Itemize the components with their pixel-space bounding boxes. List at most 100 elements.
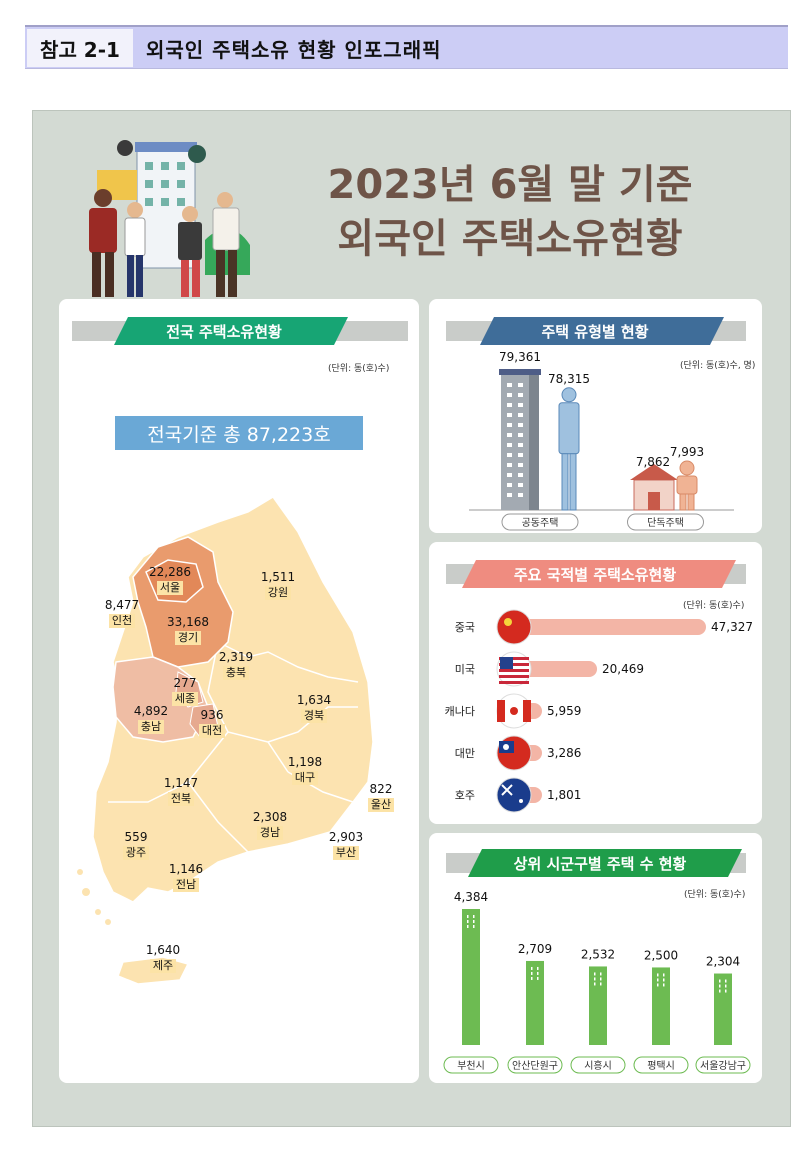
map-region-value: 1,511 [260, 570, 296, 584]
apartment-bar [499, 369, 541, 510]
district-category-label: 부천시 [457, 1060, 485, 1072]
housing-category-label: 단독주택 [647, 517, 684, 529]
district-category-label: 평택시 [647, 1060, 675, 1072]
main-title: 2023년 6월 말 기준 외국인 주택소유현황 [250, 158, 770, 266]
nationality-bar [514, 619, 706, 635]
housing-person-label: 7,993 [670, 445, 704, 459]
map-region-value: 1,146 [168, 862, 204, 876]
map-region-경기: 33,168 경기 [158, 615, 218, 645]
map-region-name: 경기 [174, 631, 202, 645]
header-title: 외국인 주택소유 현황 인포그래픽 [146, 37, 442, 62]
district-value: 2,709 [518, 942, 552, 956]
district-category-pill [633, 1056, 689, 1074]
housing-ribbon-shape [446, 317, 746, 345]
district-chart: 4,384 부천시 2,709 안산단원구 2,532 시흥시 2,500 평택시 2,304 서… [443, 890, 751, 1074]
flag-icon [496, 693, 532, 729]
district-unit: (단위: 동(호)수) [684, 890, 746, 900]
map-region-value: 8,477 [104, 598, 140, 612]
national-ribbon-shape [72, 317, 408, 345]
district-value: 2,532 [581, 947, 615, 961]
map-region-value: 559 [124, 830, 148, 844]
nationality-card [429, 542, 762, 824]
map-region-value: 1,640 [145, 943, 181, 957]
map-region-value: 1,634 [296, 693, 332, 707]
housing-bar-label: 79,361 [499, 350, 541, 364]
map-region-강원: 1,511 강원 [248, 570, 308, 600]
nationality-unit: (단위: 동(호)수) [683, 601, 745, 611]
map-region-전북: 1,147 전북 [151, 776, 211, 806]
nationality-ribbon-title: 주요 국적별 주택소유현황 [513, 565, 677, 584]
map-region-경북: 1,634 경북 [284, 693, 344, 723]
district-bar [526, 960, 544, 1045]
map-region-경남: 2,308 경남 [240, 810, 300, 840]
district-ribbon-title: 상위 시군구별 주택 수 현황 [513, 854, 687, 873]
nationality-label: 중국 [455, 621, 475, 634]
district-category-pill [507, 1056, 563, 1074]
district-category-pill [443, 1056, 499, 1074]
map-region-name: 전북 [167, 792, 195, 806]
map-region-name: 제주 [149, 959, 177, 973]
map-region-value: 2,319 [218, 650, 254, 664]
national-ribbon-title: 전국 주택소유현황 [166, 322, 282, 341]
map-region-제주: 1,640 제주 [133, 943, 193, 973]
nationality-bar [514, 661, 598, 677]
map-region-value: 822 [369, 782, 393, 796]
map-region-name: 서울 [156, 581, 184, 595]
map-region-대전: 936 대전 [182, 708, 242, 738]
header-bar [25, 25, 788, 69]
flag-icon [496, 777, 532, 813]
person-bar-0 [558, 387, 580, 511]
nationality-value: 5,959 [547, 704, 581, 718]
district-category-pill [695, 1056, 751, 1074]
map-region-name: 대전 [198, 724, 226, 738]
map-region-대구: 1,198 대구 [275, 755, 335, 785]
map-region-value: 1,198 [287, 755, 323, 769]
map-region-세종: 277 세종 [155, 676, 215, 706]
housing-bar-label: 7,862 [636, 455, 670, 469]
map-region-name: 인천 [108, 614, 136, 628]
main-title-line2: 외국인 주택소유현황 [337, 216, 683, 262]
detached-house-bar [630, 464, 678, 511]
map-region-name: 경남 [256, 826, 284, 840]
map-region-충남: 4,892 충남 [121, 704, 181, 734]
nationality-label: 캐나다 [445, 705, 475, 718]
flag-icon [496, 609, 532, 645]
map-region-전남: 1,146 전남 [156, 862, 216, 892]
nationality-chart: 중국 47,327 미국 20,469 캐나다 5,959 대만 3,286 호주 1,801 [445, 609, 753, 813]
map-region-부산: 2,903 부산 [316, 830, 376, 860]
header-tag: 참고 2-1 [27, 29, 133, 67]
nationality-value: 3,286 [547, 746, 581, 760]
district-value: 4,384 [454, 890, 488, 904]
district-value: 2,500 [644, 948, 678, 962]
district-category-label: 시흥시 [584, 1059, 612, 1072]
map-region-인천: 8,477 인천 [92, 598, 152, 628]
nationality-ribbon-shape [446, 560, 746, 588]
map-region-name: 충남 [137, 720, 165, 734]
housing-category-pill [501, 513, 579, 531]
housing-unit: (단위: 동(호)수, 명) [680, 361, 756, 371]
national-total-badge: 전국기준 총 87,223호 [115, 416, 363, 450]
map-region-value: 33,168 [167, 615, 209, 629]
map-region-광주: 559 광주 [106, 830, 166, 860]
housing-category-pill [627, 513, 704, 531]
nationality-label: 대만 [455, 747, 475, 760]
map-region-name: 충북 [222, 666, 250, 680]
housing-person-label: 78,315 [548, 372, 590, 386]
nationality-label: 호주 [455, 789, 475, 802]
map-region-name: 강원 [264, 586, 292, 600]
housing-category-label: 공동주택 [522, 517, 559, 529]
district-value: 2,304 [706, 955, 740, 969]
map-region-value: 4,892 [133, 704, 169, 718]
map-region-충북: 2,319 충북 [206, 650, 266, 680]
person-bar-1 [676, 460, 698, 511]
main-title-line1: 2023년 6월 말 기준 [327, 162, 693, 208]
map-region-name: 광주 [122, 846, 150, 860]
map-region-value: 1,147 [163, 776, 199, 790]
district-category-label: 서울강남구 [700, 1060, 746, 1072]
district-bar [652, 967, 670, 1045]
district-bar [714, 973, 732, 1045]
map-region-value: 277 [173, 676, 197, 690]
flag-icon [496, 651, 532, 687]
map-region-value: 936 [200, 708, 224, 722]
